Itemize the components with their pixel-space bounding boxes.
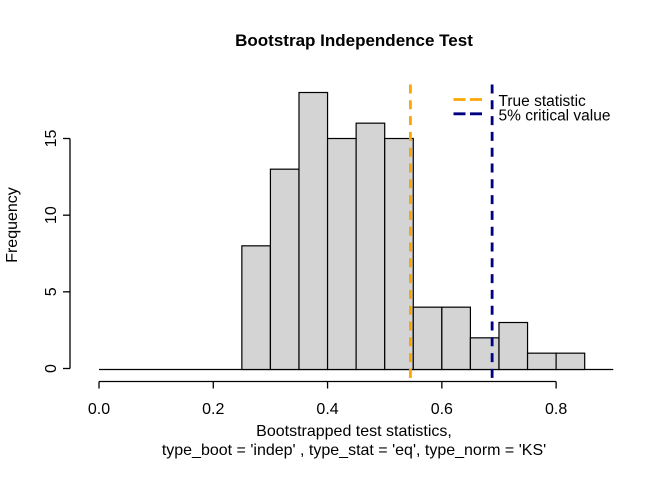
axes-layer: 0 5 10 15 0.0 0.2 0.4 0.6 0.8 <box>43 130 567 418</box>
histogram-bar <box>441 306 472 371</box>
histogram-bar <box>384 137 414 371</box>
x-tick-label: 0.0 <box>88 401 110 418</box>
bars-layer <box>99 91 614 371</box>
histogram-bar <box>241 245 272 371</box>
y-tick-label: 0 <box>43 364 60 373</box>
chart-title: Bootstrap Independence Test <box>235 31 473 50</box>
histogram-bar <box>412 306 443 371</box>
x-axis-label-line1: Bootstrapped test statistics, <box>256 423 452 440</box>
y-tick-label: 15 <box>43 130 60 148</box>
histogram-bar <box>498 321 529 371</box>
y-tick-label: 5 <box>43 287 60 296</box>
legend-entry-label: True statistic <box>499 93 587 110</box>
x-axis-label-line2: type_boot = 'indep' , type_stat = 'eq', … <box>162 442 546 459</box>
x-tick-label: 0.4 <box>316 401 338 418</box>
y-tick-label: 10 <box>43 206 60 224</box>
histogram-bar <box>269 168 300 371</box>
histogram-bar <box>355 122 386 371</box>
x-tick-label: 0.6 <box>431 401 453 418</box>
x-tick-label: 0.8 <box>545 401 567 418</box>
legend-entry-label: 5% critical value <box>499 108 611 125</box>
histogram-bar <box>526 352 557 371</box>
x-tick-label: 0.2 <box>202 401 224 418</box>
histogram-bar <box>469 337 500 371</box>
y-axis-label: Frequency <box>4 187 21 263</box>
histogram-bar <box>555 352 586 371</box>
reference-lines-layer <box>409 84 494 380</box>
histogram-bar <box>326 137 357 371</box>
histogram-bar <box>298 91 329 371</box>
